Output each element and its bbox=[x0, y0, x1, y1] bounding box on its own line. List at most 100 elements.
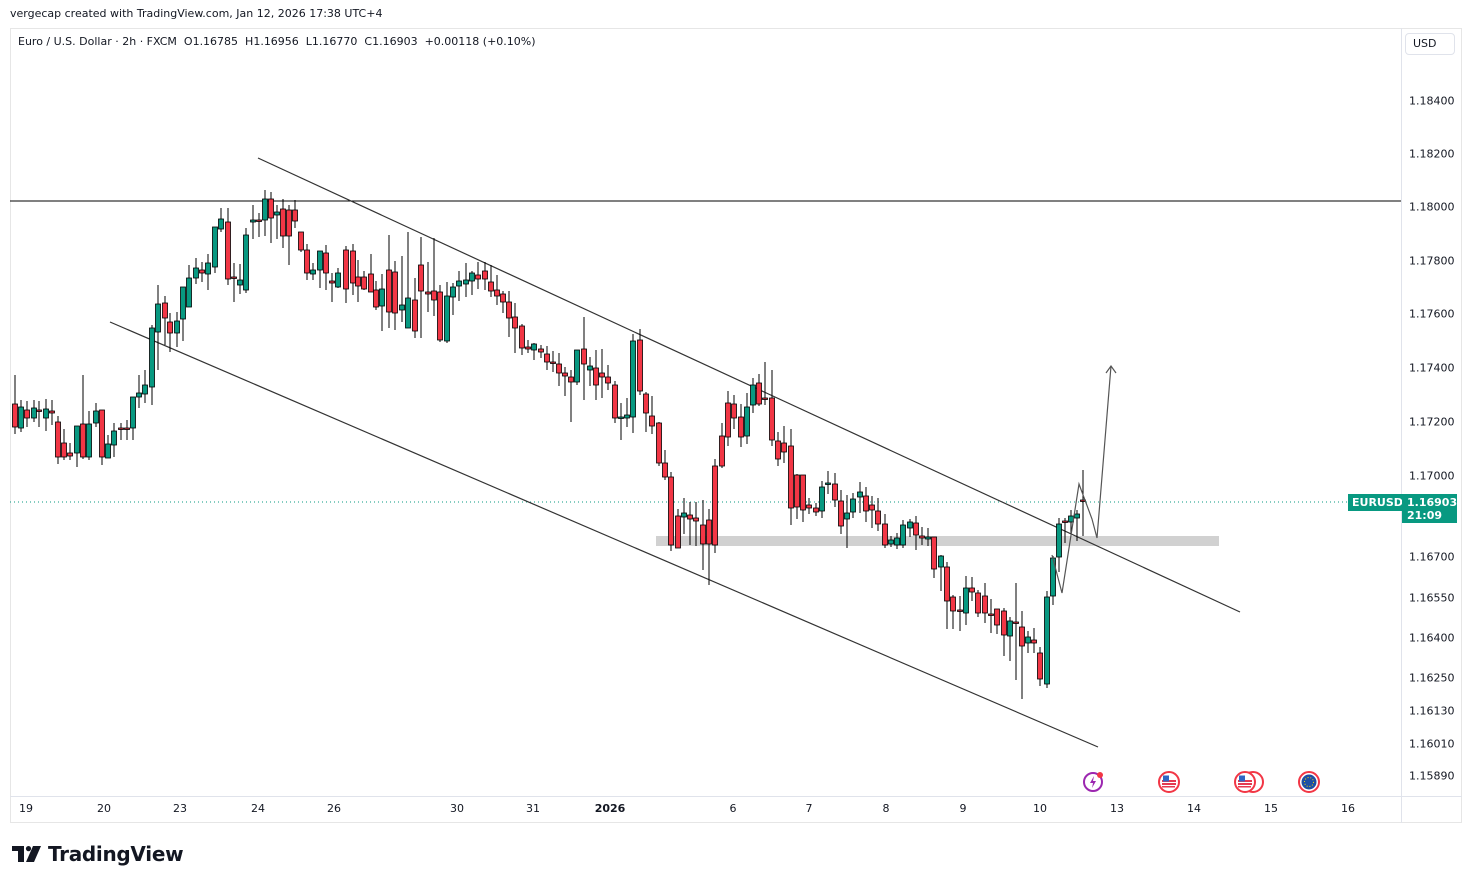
time-tick-label: 26 bbox=[327, 802, 341, 815]
candle-bearish bbox=[199, 269, 205, 274]
candle-bullish bbox=[900, 524, 906, 546]
last-price-symbol-tag: EURUSD bbox=[1348, 494, 1407, 511]
candle-bullish bbox=[405, 297, 411, 329]
last-price-tag: 1.16903 21:09 bbox=[1402, 494, 1457, 523]
candle-bullish bbox=[186, 277, 192, 308]
candle-bearish bbox=[500, 293, 506, 303]
candle-bullish bbox=[274, 211, 280, 216]
time-tick-label: 10 bbox=[1033, 802, 1047, 815]
time-tick-label: 8 bbox=[882, 802, 890, 815]
candle-bearish bbox=[863, 495, 869, 512]
symbol-legend[interactable]: Euro / U.S. Dollar · 2h · FXCM O1.16785 … bbox=[18, 35, 536, 48]
eu-flag-event-icon[interactable] bbox=[1298, 771, 1320, 793]
candle-bearish bbox=[700, 524, 706, 545]
candle-bearish bbox=[355, 276, 361, 287]
candle-bullish bbox=[630, 340, 636, 418]
candle-bullish bbox=[379, 288, 385, 307]
candle-bearish bbox=[556, 363, 562, 374]
time-tick-label: 30 bbox=[450, 802, 464, 815]
time-tick-label: 15 bbox=[1264, 802, 1278, 815]
candle-bearish bbox=[162, 302, 168, 319]
candle-bearish bbox=[581, 348, 587, 365]
candle-bullish bbox=[450, 286, 456, 298]
tradingview-logo-icon bbox=[12, 846, 41, 862]
candle-bearish bbox=[875, 510, 881, 525]
candle-bearish bbox=[80, 423, 86, 458]
candle-bullish bbox=[105, 443, 111, 459]
candle-bearish bbox=[800, 474, 806, 511]
time-tick-label: 2026 bbox=[594, 802, 626, 815]
candle-bearish bbox=[538, 348, 544, 353]
candle-bullish bbox=[43, 408, 49, 419]
candle-bullish bbox=[174, 320, 180, 334]
candle-bearish bbox=[368, 273, 374, 293]
candle-bullish bbox=[243, 234, 249, 291]
us-flag-event-icon[interactable] bbox=[1158, 771, 1180, 793]
candle-bearish bbox=[675, 515, 681, 549]
candle-bullish bbox=[218, 218, 224, 230]
candle-bearish bbox=[838, 500, 844, 527]
candle-bearish bbox=[957, 609, 963, 612]
projection-path[interactable] bbox=[1051, 365, 1112, 594]
time-axis[interactable] bbox=[10, 796, 1462, 823]
candle-bullish bbox=[335, 272, 341, 288]
time-tick-label: 13 bbox=[1110, 802, 1124, 815]
candle-bearish bbox=[386, 269, 392, 313]
candle-bearish bbox=[99, 409, 105, 458]
candle-bullish bbox=[963, 587, 969, 614]
tradingview-logo[interactable]: TradingView bbox=[12, 842, 184, 866]
candle-bearish bbox=[256, 219, 262, 222]
candle-bearish bbox=[794, 474, 800, 508]
candle-bullish bbox=[142, 384, 148, 395]
candle-bearish bbox=[781, 442, 787, 453]
candle-bullish bbox=[130, 396, 136, 429]
candle-bearish bbox=[806, 504, 812, 509]
candle-bearish bbox=[67, 452, 73, 457]
price-tick-label: 1.15890 bbox=[1409, 769, 1455, 783]
price-tick-label: 1.17400 bbox=[1409, 361, 1455, 375]
candle-bullish bbox=[469, 272, 475, 282]
us-flag-event-double-icon[interactable] bbox=[1234, 771, 1264, 793]
candle-bearish bbox=[49, 410, 55, 414]
candle-bullish bbox=[93, 410, 99, 424]
candle-bearish bbox=[882, 523, 888, 546]
candle-bearish bbox=[329, 280, 335, 284]
candle-bearish bbox=[662, 462, 668, 478]
time-tick-label: 24 bbox=[251, 802, 265, 815]
channel-lower-trendline[interactable] bbox=[109, 321, 1099, 748]
channel-upper-trendline[interactable] bbox=[257, 157, 1241, 613]
candle-bearish bbox=[323, 252, 329, 274]
candle-bearish bbox=[36, 409, 42, 412]
time-tick-label: 7 bbox=[805, 802, 813, 815]
candle-bearish bbox=[418, 264, 424, 292]
candle-bullish bbox=[399, 304, 405, 311]
candle-bearish bbox=[544, 353, 550, 363]
price-axis[interactable] bbox=[1401, 28, 1462, 796]
candle-bearish bbox=[1031, 639, 1037, 644]
candle-bullish bbox=[1056, 523, 1062, 558]
time-tick-label: 14 bbox=[1187, 802, 1201, 815]
currency-selector[interactable]: USD bbox=[1405, 33, 1455, 55]
time-tick-label: 31 bbox=[526, 802, 540, 815]
candle-bearish bbox=[931, 536, 937, 570]
price-tick-label: 1.16700 bbox=[1409, 550, 1455, 564]
earnings-flash-icon[interactable] bbox=[1082, 771, 1104, 793]
candle-bullish bbox=[212, 226, 218, 268]
candle-bearish bbox=[919, 535, 925, 539]
candle-bearish bbox=[525, 346, 531, 350]
candle-bearish bbox=[656, 422, 662, 464]
tradingview-logo-text: TradingView bbox=[48, 842, 184, 866]
candle-bullish bbox=[531, 343, 537, 351]
candle-bullish bbox=[18, 406, 24, 429]
candle-bearish bbox=[292, 209, 298, 222]
candle-bearish bbox=[280, 208, 286, 237]
candle-bullish bbox=[1044, 596, 1050, 685]
candle-bearish bbox=[55, 421, 61, 458]
candle-bullish bbox=[618, 416, 624, 419]
candle-bullish bbox=[624, 414, 630, 419]
candle-bearish bbox=[738, 416, 744, 438]
support-zone[interactable] bbox=[656, 536, 1219, 546]
candle-bearish bbox=[731, 403, 737, 419]
price-tick-label: 1.17000 bbox=[1409, 469, 1455, 483]
